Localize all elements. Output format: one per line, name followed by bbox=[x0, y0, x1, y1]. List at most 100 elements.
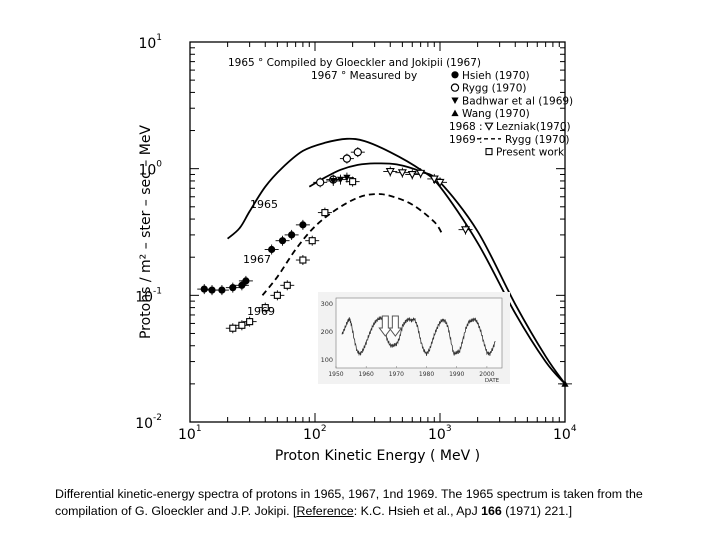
data-point-hsieh-1970 bbox=[295, 219, 310, 230]
marker-open-triangle-down bbox=[385, 168, 395, 177]
data-point-present-work bbox=[295, 255, 310, 266]
marker-filled-circle bbox=[288, 231, 296, 239]
marker-filled-triangle-up bbox=[561, 380, 569, 387]
y-tick-exponent: -2 bbox=[153, 413, 162, 423]
curve-label-1967: 1967 bbox=[243, 253, 271, 266]
data-point-present-work bbox=[280, 280, 295, 291]
curve-1965-spectrum bbox=[226, 137, 566, 385]
marker-filled-circle bbox=[208, 286, 216, 294]
data-point-present-work bbox=[234, 320, 249, 331]
legend-marker-open-triangle-down bbox=[484, 122, 494, 131]
marker-open-square bbox=[261, 304, 269, 312]
legend-marker-open-square bbox=[485, 148, 493, 156]
inset-y-tick-label: 100 bbox=[321, 356, 333, 364]
data-point-present-work bbox=[305, 235, 320, 246]
marker-open-circle bbox=[353, 147, 363, 157]
data-point-rygg-1970 bbox=[339, 153, 354, 164]
caption-text: Differential kinetic-energy spectra of p… bbox=[55, 487, 643, 518]
marker-open-square bbox=[299, 256, 307, 264]
marker-filled-circle bbox=[299, 221, 307, 229]
marker-open-circle bbox=[342, 154, 352, 163]
inset-x-label: DATE bbox=[485, 378, 500, 384]
legend-label: Wang (1970) bbox=[462, 108, 530, 120]
data-point-lezniak-1970 bbox=[458, 224, 473, 235]
y-tick-exponent: 1 bbox=[156, 33, 162, 43]
marker-open-circle bbox=[315, 178, 325, 187]
curve-1969-spectrum bbox=[261, 193, 444, 296]
legend-marker-filled-circle bbox=[451, 71, 459, 79]
legend-entry: 1969 : Rygg (1970) bbox=[449, 134, 570, 146]
inset-x-tick-label: 2000 bbox=[479, 371, 494, 378]
marker-open-triangle-down bbox=[397, 169, 407, 178]
marker-open-square bbox=[308, 237, 316, 245]
legend-label: Present work bbox=[496, 147, 565, 159]
spectrum-figure: 101 102 103 104 10-2 1 0 -1 100 101 Proton Kinetic… bbox=[135, 33, 577, 464]
inset-arrow-1969 bbox=[388, 315, 403, 337]
reference-volume: 166 bbox=[481, 504, 502, 518]
data-point-rygg-1970 bbox=[313, 177, 328, 188]
marker-filled-circle bbox=[200, 285, 208, 293]
legend-prefix: 1968 : bbox=[449, 121, 483, 133]
legend-prefix: 1969 : bbox=[449, 134, 483, 146]
marker-open-square bbox=[229, 324, 237, 332]
y-tick-exponent: -1 bbox=[153, 286, 162, 296]
x-tick-label: 101 bbox=[178, 424, 202, 443]
legend-entry: Wang (1970) bbox=[451, 108, 530, 120]
legend-prefix: 1965 ° Compiled by Gloeckler and Jokipii… bbox=[228, 57, 481, 69]
marker-filled-triangle-down bbox=[343, 174, 351, 182]
legend-prefix: 1967 ° Measured by bbox=[311, 70, 417, 82]
inset-arrow-1967 bbox=[378, 315, 393, 337]
x-tick-label: 102 bbox=[303, 424, 327, 443]
data-point-lezniak-1970 bbox=[383, 166, 398, 177]
marker-open-square bbox=[273, 291, 281, 299]
data-point-wang-1970 bbox=[558, 378, 572, 389]
legend-entry: Badhwar et al (1969) bbox=[451, 95, 573, 107]
legend-marker-filled-triangle-down bbox=[451, 97, 459, 104]
curve-label-1965: 1965 bbox=[250, 198, 278, 211]
legend-entry: 1965 ° Compiled by Gloeckler and Jokipii… bbox=[228, 57, 481, 69]
reference-link[interactable]: Reference bbox=[296, 504, 354, 518]
data-point-lezniak-1970 bbox=[433, 177, 447, 188]
data-point-hsieh-1970 bbox=[264, 244, 279, 255]
data-point-lezniak-1970 bbox=[395, 167, 410, 178]
legend-label: Hsieh (1970) bbox=[462, 70, 530, 82]
data-point-present-work bbox=[317, 207, 332, 218]
data-point-lezniak-1970 bbox=[413, 168, 428, 179]
legend-label: Lezniak(1970) bbox=[496, 121, 571, 133]
marker-filled-triangle-down bbox=[336, 176, 345, 184]
data-point-hsieh-1970 bbox=[214, 285, 229, 296]
inset-x-tick-label: 1970 bbox=[389, 371, 404, 378]
legend-label: Rygg (1970) bbox=[505, 134, 570, 146]
curve-1967-spectrum bbox=[308, 162, 566, 385]
marker-filled-circle bbox=[268, 245, 276, 254]
data-point-badhwar-et-al-1969 bbox=[339, 172, 354, 183]
data-point-hsieh-1970 bbox=[284, 229, 299, 240]
y-tick-label: 10-2 bbox=[135, 413, 162, 432]
inset-y-tick-label: 300 bbox=[321, 300, 333, 308]
legend-entry: Rygg (1970) bbox=[450, 83, 527, 95]
data-point-badhwar-et-al-1969 bbox=[333, 174, 348, 185]
marker-filled-circle bbox=[218, 286, 226, 294]
data-point-present-work bbox=[345, 176, 360, 187]
marker-open-triangle-down bbox=[416, 169, 426, 178]
inset-y-tick-label: 200 bbox=[321, 328, 333, 336]
y-axis-label: Protons / m² – ster – sec – MeV bbox=[138, 125, 154, 339]
data-point-hsieh-1970 bbox=[238, 275, 253, 286]
inset-x-tick-label: 1960 bbox=[359, 371, 374, 378]
marker-open-square bbox=[321, 209, 329, 217]
inset-x-tick-label: 1950 bbox=[328, 371, 343, 378]
x-tick-label: 104 bbox=[553, 424, 577, 443]
legend-label: Badhwar et al (1969) bbox=[462, 95, 573, 107]
legend-marker-open-circle bbox=[450, 83, 460, 92]
marker-filled-circle bbox=[242, 277, 250, 285]
y-tick-label: 101 bbox=[138, 33, 162, 52]
data-point-hsieh-1970 bbox=[225, 282, 240, 293]
inset-x-tick-label: 1990 bbox=[449, 371, 464, 378]
data-point-present-work bbox=[258, 302, 273, 313]
marker-filled-circle bbox=[278, 237, 287, 245]
legend-marker-filled-triangle-up bbox=[451, 109, 459, 117]
y-tick-exponent: 0 bbox=[156, 160, 162, 170]
legend-entry: 1968 : Lezniak(1970) bbox=[449, 121, 571, 133]
x-tick-exponent: 1 bbox=[196, 424, 202, 434]
plot-frame bbox=[189, 41, 566, 423]
